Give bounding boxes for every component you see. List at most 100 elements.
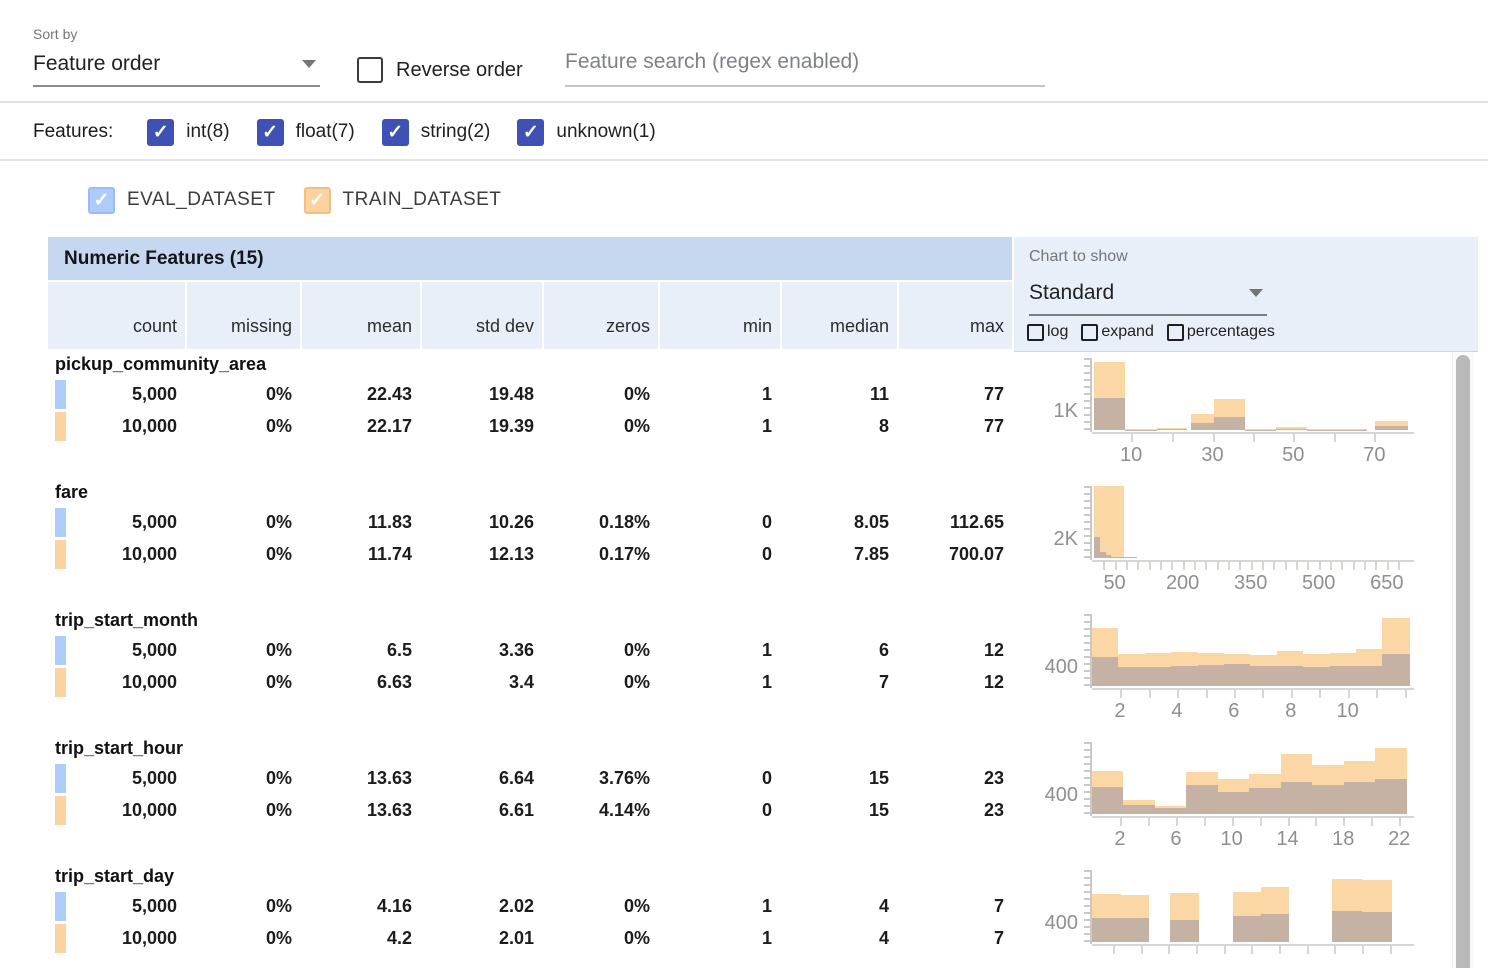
column-header-std-dev: std dev (420, 282, 542, 349)
x-tick-label: 18 (1311, 828, 1375, 851)
x-axis-tick (1279, 946, 1281, 954)
reverse-order-checkbox[interactable] (357, 57, 383, 83)
stat-cell-mean: 22.17 (300, 416, 420, 437)
type-filter-unknown[interactable]: ✓unknown(1) (517, 119, 655, 146)
chart-option-label: log (1047, 323, 1068, 341)
stat-cell-median: 15 (780, 800, 897, 821)
x-axis-tick (1115, 562, 1117, 570)
x-axis-tick (1399, 818, 1401, 826)
overlap-histogram-bar (1249, 788, 1280, 814)
reverse-order-label: Reverse order (396, 59, 523, 82)
y-axis-ruler (1084, 742, 1092, 816)
x-axis-tick (1141, 946, 1143, 954)
stat-cell-zeros: 4.14% (542, 800, 658, 821)
x-axis-tick (1375, 562, 1377, 570)
stat-cell-count: 10,000 (48, 672, 185, 693)
y-axis-label: 2K (1014, 528, 1078, 551)
type-filter-int[interactable]: ✓int(8) (147, 119, 229, 146)
reverse-order-control: Reverse order (357, 57, 523, 83)
chart-type-select[interactable]: Standard (1029, 271, 1267, 316)
type-filters: ✓int(8)✓float(7)✓string(2)✓unknown(1) (113, 119, 655, 146)
x-axis-line (1092, 816, 1414, 818)
stat-cell-mean: 6.63 (300, 672, 420, 693)
overlap-histogram-bar (1121, 918, 1150, 942)
column-header-zeros: zeros (542, 282, 658, 349)
stat-cell-missing: 0% (185, 416, 300, 437)
scrollbar-thumb[interactable] (1456, 355, 1470, 968)
x-axis-tick (1405, 690, 1407, 698)
chart-options: log expand percentages (1027, 323, 1288, 341)
overlap-histogram-bar (1155, 808, 1186, 814)
stat-cell-std-dev: 6.61 (420, 800, 542, 821)
stat-cell-max: 23 (897, 800, 1012, 821)
dataset-toggle-eval_dataset[interactable]: ✓EVAL_DATASET (88, 187, 276, 214)
feature-name: fare (55, 482, 88, 503)
x-axis-tick (1183, 562, 1185, 570)
x-axis-tick (1374, 434, 1376, 442)
stat-cell-max: 12 (897, 640, 1012, 661)
eval-dataset-marker (55, 380, 66, 409)
stat-cell-min: 0 (658, 800, 780, 821)
stat-cell-max: 77 (897, 416, 1012, 437)
stats-row-train: 10,0000%13.636.614.14%01523 (48, 794, 1012, 826)
checkbox-checked-icon: ✓ (382, 119, 409, 146)
stat-cell-mean: 11.83 (300, 512, 420, 533)
x-axis-tick (1224, 946, 1226, 954)
x-tick-label: 6 (1202, 700, 1266, 723)
x-tick-label: 50 (1083, 572, 1147, 595)
overlap-histogram-bar (1218, 792, 1249, 814)
x-tick-label: 650 (1355, 572, 1419, 595)
stat-cell-count: 10,000 (48, 800, 185, 821)
stat-cell-std-dev: 19.48 (420, 384, 542, 405)
overlap-histogram-bar (1375, 426, 1408, 430)
type-filter-string[interactable]: ✓string(2) (382, 119, 491, 146)
x-axis-tick (1137, 562, 1139, 570)
chart-option-label: percentages (1187, 323, 1275, 341)
x-axis-tick (1262, 562, 1264, 570)
stat-cell-zeros: 0% (542, 416, 658, 437)
histogram-pickup_community_area: 1K10305070 (1014, 352, 1478, 480)
type-filter-label: unknown(1) (556, 121, 655, 143)
overlap-histogram-bar (1281, 782, 1312, 814)
chevron-down-icon (1249, 289, 1263, 297)
eval-dataset-marker (55, 892, 66, 921)
x-tick-label: 10 (1099, 444, 1163, 467)
y-axis-label: 1K (1014, 400, 1078, 423)
stat-cell-mean: 6.5 (300, 640, 420, 661)
x-axis-tick (1131, 434, 1133, 442)
overlap-histogram-bar (1111, 557, 1136, 558)
type-filter-float[interactable]: ✓float(7) (257, 119, 355, 146)
overlap-histogram-bar (1191, 423, 1215, 430)
overlap-histogram-bar (1092, 657, 1118, 686)
x-tick-label: 4 (1145, 700, 1209, 723)
stat-cell-missing: 0% (185, 640, 300, 661)
overlap-histogram-bar (1375, 779, 1406, 814)
type-filter-label: int(8) (186, 121, 229, 143)
x-axis-tick (1398, 562, 1400, 570)
stat-cell-missing: 0% (185, 928, 300, 949)
chart-option-percentages[interactable]: percentages (1167, 323, 1275, 341)
x-axis-tick (1103, 562, 1105, 570)
chart-option-log[interactable]: log (1027, 323, 1068, 341)
dataset-toggle-train_dataset[interactable]: ✓TRAIN_DATASET (304, 187, 502, 214)
stat-cell-zeros: 0% (542, 928, 658, 949)
feature-block-trip_start_month: trip_start_month5,0000%6.53.360%161210,0… (48, 608, 1488, 736)
facets-overview-app: Sort by Feature order Reverse order Feat… (0, 0, 1488, 968)
chart-option-expand[interactable]: expand (1081, 323, 1154, 341)
x-axis-tick (1307, 946, 1309, 954)
feature-search-input[interactable]: Feature search (regex enabled) (565, 50, 1045, 87)
x-axis-tick (1296, 562, 1298, 570)
y-axis-ruler (1084, 614, 1092, 688)
stat-cell-count: 10,000 (48, 928, 185, 949)
stat-cell-min: 0 (658, 768, 780, 789)
stat-cell-median: 8 (780, 416, 897, 437)
overlap-histogram-bar (1261, 914, 1290, 942)
x-tick-label: 30 (1181, 444, 1245, 467)
sort-by-select[interactable]: Feature order (33, 42, 320, 87)
stat-cell-max: 7 (897, 928, 1012, 949)
feature-block-trip_start_day: trip_start_day5,0000%4.162.020%14710,000… (48, 864, 1488, 968)
x-axis-tick (1171, 562, 1173, 570)
stat-cell-median: 4 (780, 896, 897, 917)
y-axis-label: 400 (1014, 912, 1078, 935)
stat-cell-zeros: 0.17% (542, 544, 658, 565)
